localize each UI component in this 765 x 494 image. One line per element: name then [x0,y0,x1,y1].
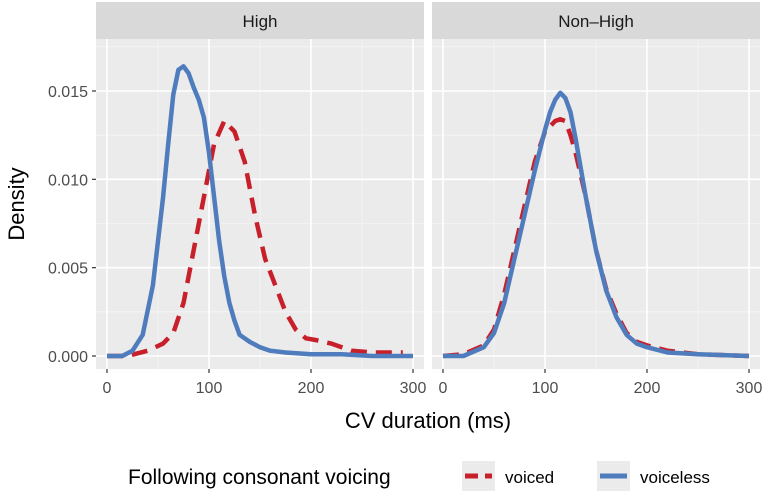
series-line-voiceless [443,90,750,359]
x-tick-label: 0 [103,380,112,397]
strip-background [432,2,760,39]
x-tick-label: 100 [196,380,223,397]
y-tick-label: 0.015 [48,84,88,101]
y-tick-label: 0.010 [48,172,88,189]
panel-non-high: Non–High [432,2,760,369]
grid [96,39,424,369]
lines [107,64,413,359]
panel-high: High [96,2,424,369]
legend-title: Following consonant voicing [128,466,391,489]
y-axis-title: Density [4,167,29,240]
strip-background [96,2,424,39]
legend: Following consonant voicing voiced voice… [128,461,710,491]
series-line-voiced [107,118,403,359]
x-tick-label: 300 [736,380,763,397]
x-axis-title: CV duration (ms) [345,408,511,433]
x-tick-label: 200 [634,380,661,397]
strip-title: High [243,12,278,31]
x-tick-label: 100 [532,380,559,397]
y-tick-label: 0.000 [48,349,88,366]
x-tick-label: 200 [298,380,325,397]
series-line-voiceless [107,64,413,359]
legend-label-voiceless: voiceless [640,468,710,487]
grid [432,39,760,369]
strip-title: Non–High [558,12,634,31]
x-tick-label: 300 [400,380,427,397]
x-tick-label: 0 [439,380,448,397]
y-tick-label: 0.005 [48,261,88,278]
axes: 0.000 0.005 0.010 0.015 0 100 200 300 0 100 200 300 [48,84,762,397]
lines [442,90,750,359]
legend-label-voiced: voiced [505,468,554,487]
